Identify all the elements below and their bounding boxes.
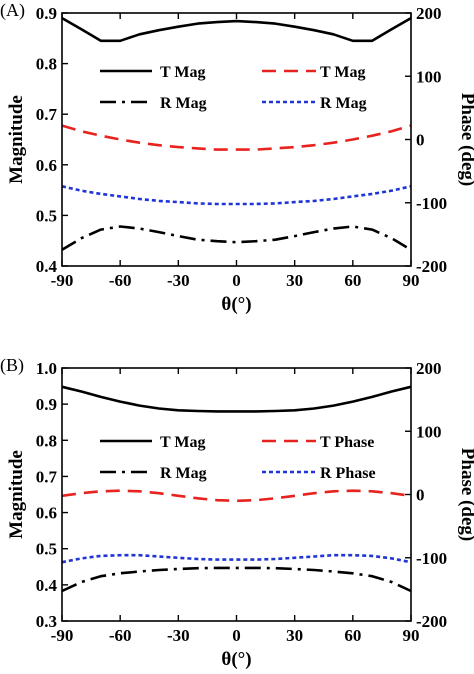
x-tick-label: -60 [109,626,132,645]
x-tick-label: -30 [167,626,190,645]
y-tick-label: 0.7 [36,467,58,486]
y-tick-label: 1.0 [36,359,57,378]
y2-tick-label: 200 [416,359,442,378]
x-tick-label: -90 [51,626,74,645]
legend-label: T Mag [160,434,205,451]
legend: T Mag T Phase R Mag R Phase [100,434,376,482]
panel-label: (B) [0,355,24,376]
series-line-4 [61,553,412,564]
series-line-4 [61,185,412,206]
y-tick-label: 0.8 [36,55,57,74]
y2-tick-label: -200 [416,612,447,631]
y2-tick-label: -100 [416,549,447,568]
y-tick-label: 0.4 [36,576,58,595]
x-tick-label: 0 [232,271,241,290]
x-tick-label: -30 [167,271,190,290]
y-tick-label: 0.6 [36,156,57,175]
x-tick-label: -60 [109,271,132,290]
y2-tick-label: -100 [416,194,447,213]
series-line-1 [61,385,412,413]
x-tick-label: 0 [232,626,241,645]
x-tick-label: 90 [403,626,420,645]
x-tick-label: 90 [403,271,420,290]
y-tick-label: 0.3 [36,612,57,631]
y2-tick-label: 0 [416,131,425,150]
x-tick-label: 60 [344,626,361,645]
y-tick-label: 0.5 [36,206,57,225]
x-tick-label: 30 [286,626,303,645]
x-tick-label: 30 [286,271,303,290]
y-tick-label: 0.8 [36,431,57,450]
y2-tick-label: 100 [416,422,442,441]
series-line-2 [61,566,412,593]
y2-tick-label: 100 [416,67,442,86]
x-axis-title: θ(°) [221,294,251,315]
y2-axis-title: Phase (deg) [457,93,474,186]
chart-panel-1: -90 -60 -30 0 30 60 90 0.4 0.5 0.6 0.7 0.8 0.9 -200 -1… [0,0,474,315]
legend-label: R Mag [320,95,367,112]
y-tick-label: 0.9 [36,4,57,23]
legend-label: T Phase [320,434,374,451]
series-line-3 [61,489,412,503]
legend-label: R Mag [160,95,207,112]
legend-label: T Mag [320,64,365,81]
x-tick-label: -90 [51,271,74,290]
series-line-2 [61,225,412,251]
legend-label: R Mag [160,465,207,482]
plot-frame [61,367,412,622]
series-line-3 [61,124,412,151]
legend-label: R Phase [320,465,376,482]
y-axis-title: Magnitude [6,95,27,184]
x-axis-title: θ(°) [221,649,251,670]
x-tick-label: 60 [344,271,361,290]
y2-tick-label: -200 [416,257,447,276]
y2-axis-title: Phase (deg) [457,448,474,541]
y-axis-title: Magnitude [6,450,27,539]
chart-panel-2: -90 -60 -30 0 30 60 90 0.3 0.4 0.5 0.6 0.7 0.8 0.9 1.0… [0,355,474,670]
y-tick-label: 0.6 [36,504,57,523]
series-line-1 [61,16,412,43]
y-tick-label: 0.4 [36,257,58,276]
panel-label: (A) [0,0,25,21]
y2-tick-label: 0 [416,486,425,505]
y-tick-label: 0.5 [36,540,57,559]
y-tick-label: 0.9 [36,395,57,414]
y2-tick-label: 200 [416,4,442,23]
y-tick-label: 0.7 [36,105,58,124]
legend: T Mag T Mag R Mag R Mag [100,64,367,112]
legend-label: T Mag [160,64,205,81]
